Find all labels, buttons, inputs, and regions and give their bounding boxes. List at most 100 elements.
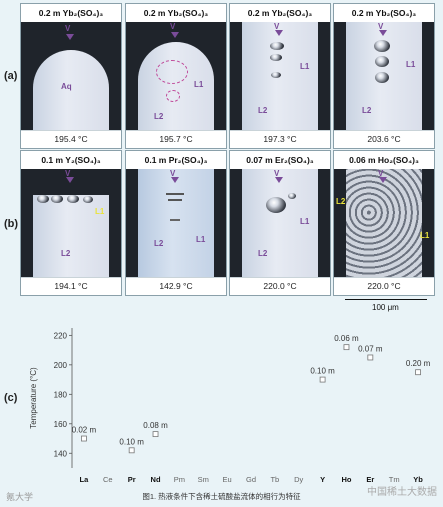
vapor-label: V (170, 169, 176, 178)
x-tick-label: Pr (128, 475, 136, 484)
vapor-label: V (378, 22, 384, 31)
capillary-image: V L1 L2 (230, 22, 330, 131)
vapor-label: V (274, 169, 280, 178)
x-tick-label: Sm (198, 475, 209, 484)
panel-temperature: 195.7 °C (126, 130, 226, 148)
capillary-image: V L2 L1 (334, 169, 434, 278)
capillary-image: V Aq (21, 22, 121, 131)
panel-header: 0.1 m Pr₂(SO₄)₃ (126, 151, 226, 169)
panel-header: 0.07 m Er₂(SO₄)₃ (230, 151, 330, 169)
phase-label: L2 (154, 239, 164, 248)
image-panel: 0.2 m Yb₂(SO₄)₃ V Aq 195.4 °C (20, 3, 122, 149)
image-panel: 0.2 m Yb₂(SO₄)₃ V L1 L2 195.7 °C (125, 3, 227, 149)
y-tick-label: 220 (54, 331, 68, 340)
x-tick-label: Dy (294, 475, 303, 484)
row-label-b: (b) (4, 218, 19, 230)
panel-header: 0.2 m Yb₂(SO₄)₃ (21, 4, 121, 22)
phase-label: L2 (61, 249, 71, 258)
vapor-label: V (65, 24, 71, 33)
chart-panel-label: (c) (4, 392, 18, 404)
capillary-image: V L1 L2 (126, 22, 226, 131)
data-point (367, 354, 374, 361)
x-tick-label: Gd (246, 475, 256, 484)
image-panel: 0.1 m Y₂(SO₄)₃ V L1 L2 194.1 °C (20, 150, 122, 296)
data-point (81, 435, 87, 442)
capillary-image: V L1 L2 (21, 169, 121, 278)
x-tick-label: Pm (174, 475, 185, 484)
phase-label: L1 (406, 60, 416, 69)
x-tick-label: La (80, 475, 90, 484)
image-panel: 0.2 m Yb₂(SO₄)₃ V L1 L2 203.6 °C (333, 3, 435, 149)
data-label: 0.06 m (334, 334, 359, 343)
data-label: 0.10 m (310, 367, 335, 376)
data-point (128, 447, 135, 454)
image-panel: 0.1 m Pr₂(SO₄)₃ V L1 L2 142.9 °C (125, 150, 227, 296)
chart-svg: Temperature (°C) 140 160 180 200 220 La Ce Pr Nd… (29, 328, 431, 484)
x-tick-label: Nd (151, 475, 161, 484)
watermark-left: 氪大学 (6, 492, 34, 502)
data-label: 0.08 m (143, 421, 168, 430)
x-tick-label: Tb (270, 475, 279, 484)
data-label: 0.20 m (406, 359, 431, 368)
vapor-label: V (65, 169, 71, 178)
data-label: 0.10 m (119, 437, 144, 446)
vapor-label: V (170, 22, 176, 31)
scale-bar (345, 299, 427, 300)
phase-label: L1 (300, 217, 310, 226)
y-tick-label: 200 (54, 361, 68, 370)
y-tick-label: 160 (54, 420, 68, 429)
panel-temperature: 220.0 °C (334, 277, 434, 295)
panel-temperature: 195.4 °C (21, 130, 121, 148)
data-label: 0.02 m (72, 426, 97, 435)
data-label: 0.07 m (358, 344, 383, 353)
data-point (152, 431, 159, 438)
x-tick-label: Tm (389, 475, 400, 484)
panel-header: 0.1 m Y₂(SO₄)₃ (21, 151, 121, 169)
phase-label: L2 (258, 106, 268, 115)
panel-temperature: 194.1 °C (21, 277, 121, 295)
y-tick-label: 180 (54, 390, 68, 399)
image-panel: 0.07 m Er₂(SO₄)₃ V L1 L2 220.0 °C (229, 150, 331, 296)
image-panel: 0.06 m Ho₂(SO₄)₃ V L2 L1 220.0 °C (333, 150, 435, 296)
capillary-image: V L1 L2 (230, 169, 330, 278)
panel-temperature: 220.0 °C (230, 277, 330, 295)
image-panel: 0.2 m Yb₂(SO₄)₃ V L1 L2 197.3 °C (229, 3, 331, 149)
temperature-chart: Temperature (°C) 140 160 180 200 220 La Ce Pr Nd… (0, 318, 443, 488)
phase-label: L2 (336, 197, 346, 206)
phase-label: L1 (95, 207, 105, 216)
phase-label: Aq (61, 82, 72, 91)
panel-header: 0.2 m Yb₂(SO₄)₃ (126, 4, 226, 22)
y-axis-label: Temperature (°C) (29, 367, 38, 429)
data-point (319, 376, 326, 383)
phase-label: L1 (300, 62, 310, 71)
vapor-label: V (378, 169, 384, 178)
panel-header: 0.06 m Ho₂(SO₄)₃ (334, 151, 434, 169)
capillary-image: V L1 L2 (334, 22, 434, 131)
x-tick-label: Er (366, 475, 374, 484)
phase-label: L1 (420, 231, 430, 240)
figure-caption: 图1. 热液条件下含稀土硫酸盐流体的相行为特征 (142, 492, 301, 501)
phase-label: L2 (258, 249, 268, 258)
panel-header: 0.2 m Yb₂(SO₄)₃ (230, 4, 330, 22)
scale-bar-label: 100 μm (372, 303, 399, 312)
data-point (415, 369, 421, 376)
panel-header: 0.2 m Yb₂(SO₄)₃ (334, 4, 434, 22)
capillary-image: V L1 L2 (126, 169, 226, 278)
panel-temperature: 203.6 °C (334, 130, 434, 148)
x-tick-label: Ce (103, 475, 113, 484)
panel-temperature: 197.3 °C (230, 130, 330, 148)
phase-label: L2 (362, 106, 372, 115)
row-label-a: (a) (4, 70, 18, 82)
watermark-right: 中国稀土大数据 (367, 487, 437, 498)
x-tick-label: Yb (413, 475, 423, 484)
x-tick-label: Ho (341, 475, 351, 484)
panel-temperature: 142.9 °C (126, 277, 226, 295)
x-tick-label: Y (320, 475, 325, 484)
phase-label: L2 (154, 112, 164, 121)
phase-label: L1 (194, 80, 204, 89)
vapor-label: V (274, 22, 280, 31)
phase-label: L1 (196, 235, 206, 244)
data-point (343, 344, 350, 351)
x-tick-label: Eu (223, 475, 232, 484)
y-tick-label: 140 (54, 449, 68, 458)
